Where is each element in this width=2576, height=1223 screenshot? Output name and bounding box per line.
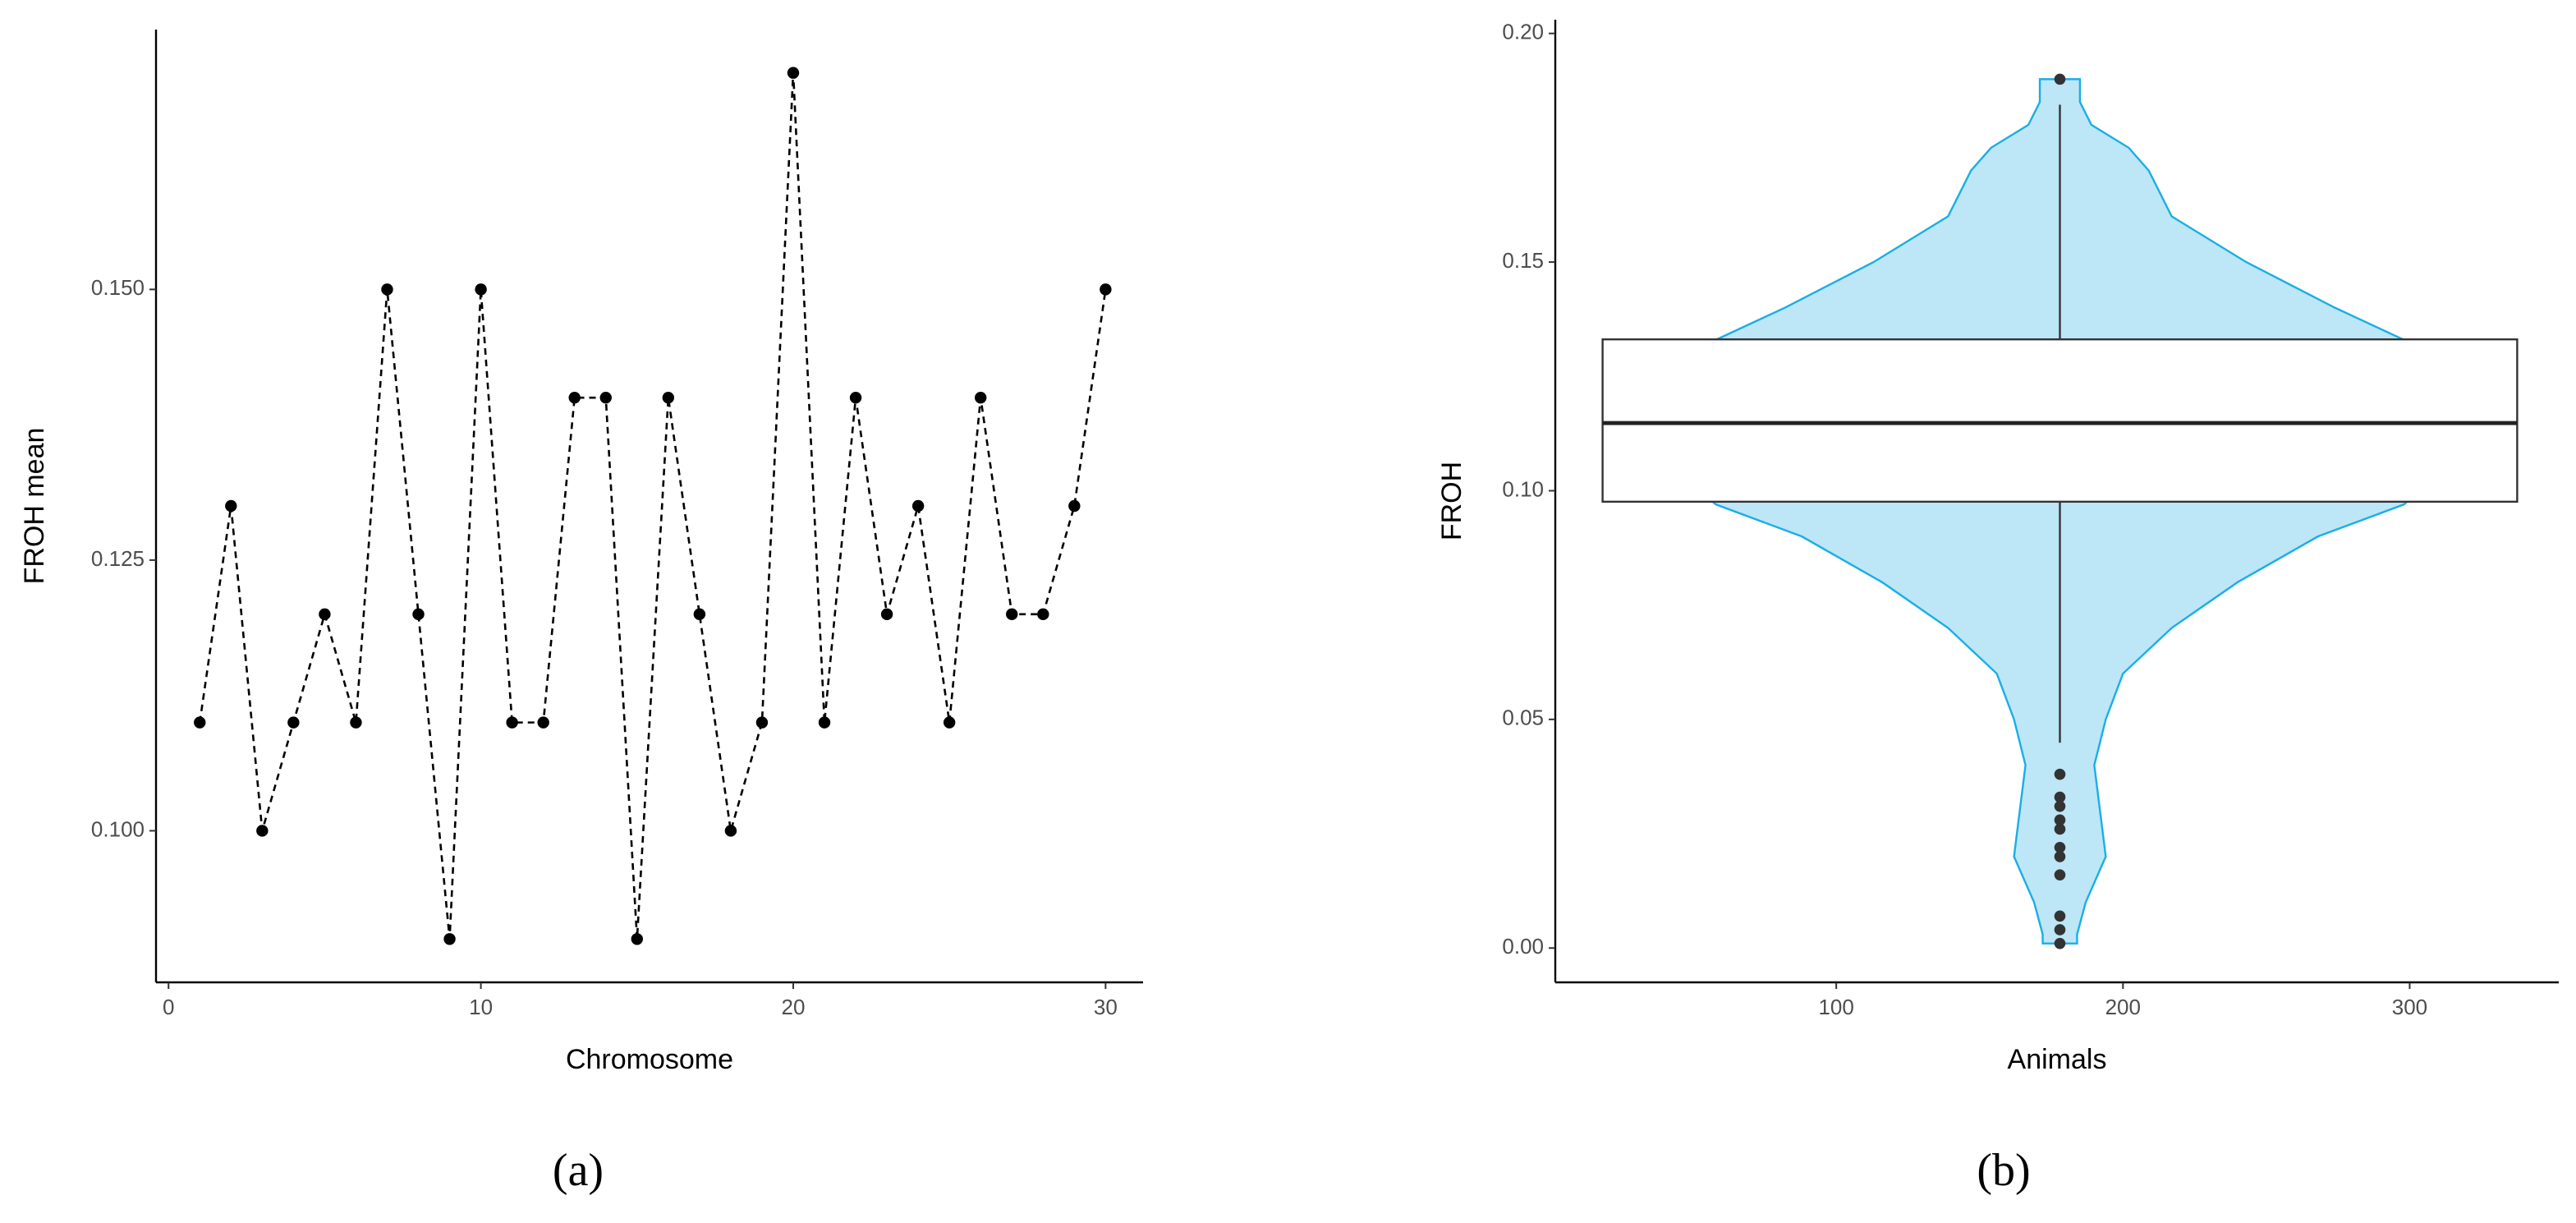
data-point [755,716,769,729]
data-point [1037,608,1049,621]
data-point [911,499,925,513]
data-point [225,499,237,513]
data-point [256,825,269,837]
data-point [475,283,487,296]
outlier [2054,910,2066,922]
data-point [818,716,831,729]
data-point [880,608,893,621]
x-tick-label: 20 [782,995,806,1019]
outlier [2054,823,2066,835]
data-point [975,391,987,404]
x-tick-label: 0 [163,995,174,1019]
data-point [287,716,300,729]
data-point [849,391,862,404]
caption: (b) [1977,1145,2030,1196]
data-point [381,283,393,296]
data-point [693,608,706,621]
data-point [599,391,612,404]
data-point [350,716,362,729]
outlier [2054,800,2066,812]
y-axis-title: FROH mean [19,428,50,585]
x-axis-title: Chromosome [566,1044,733,1075]
data-point [568,391,581,404]
outlier [2054,768,2066,780]
data-line [198,72,1107,940]
outlier [2054,869,2066,880]
x-tick-label: 200 [2105,995,2141,1019]
x-tick-label: 100 [1818,995,1853,1019]
data-point [631,933,643,945]
box [1601,338,2519,503]
data-point [537,716,549,729]
y-tick-label: 0.10 [1502,476,1544,501]
x-tick-label: 10 [469,995,493,1019]
outlier [2054,937,2066,949]
outlier [2054,841,2066,853]
data-point [724,825,737,837]
outlier [2054,851,2066,862]
y-tick-label: 0.15 [1502,248,1544,273]
data-point [412,608,425,621]
outlier [2054,924,2066,936]
data-point [1100,283,1112,296]
data-point [1006,608,1018,621]
data-point [1068,499,1081,513]
data-point [319,608,331,621]
y-tick-label: 0.125 [91,546,145,571]
x-axis-title: Animals [2008,1044,2107,1075]
outlier [2054,73,2066,85]
data-point [194,716,206,729]
y-tick-label: 0.150 [91,275,145,300]
data-point [787,67,800,79]
x-tick-label: 30 [1094,995,1118,1019]
outlier [2054,791,2066,803]
caption: (a) [553,1145,604,1196]
data-point [943,716,956,729]
y-tick-label: 0.20 [1502,20,1544,44]
y-tick-label: 0.100 [91,816,145,841]
data-point [506,716,518,729]
y-axis-title: FROH [1436,462,1467,540]
outlier [2054,814,2066,826]
x-tick-label: 300 [2392,995,2427,1019]
y-tick-label: 0.05 [1502,706,1544,730]
data-point [443,933,456,945]
y-tick-label: 0.00 [1502,934,1544,959]
data-point [662,391,675,404]
